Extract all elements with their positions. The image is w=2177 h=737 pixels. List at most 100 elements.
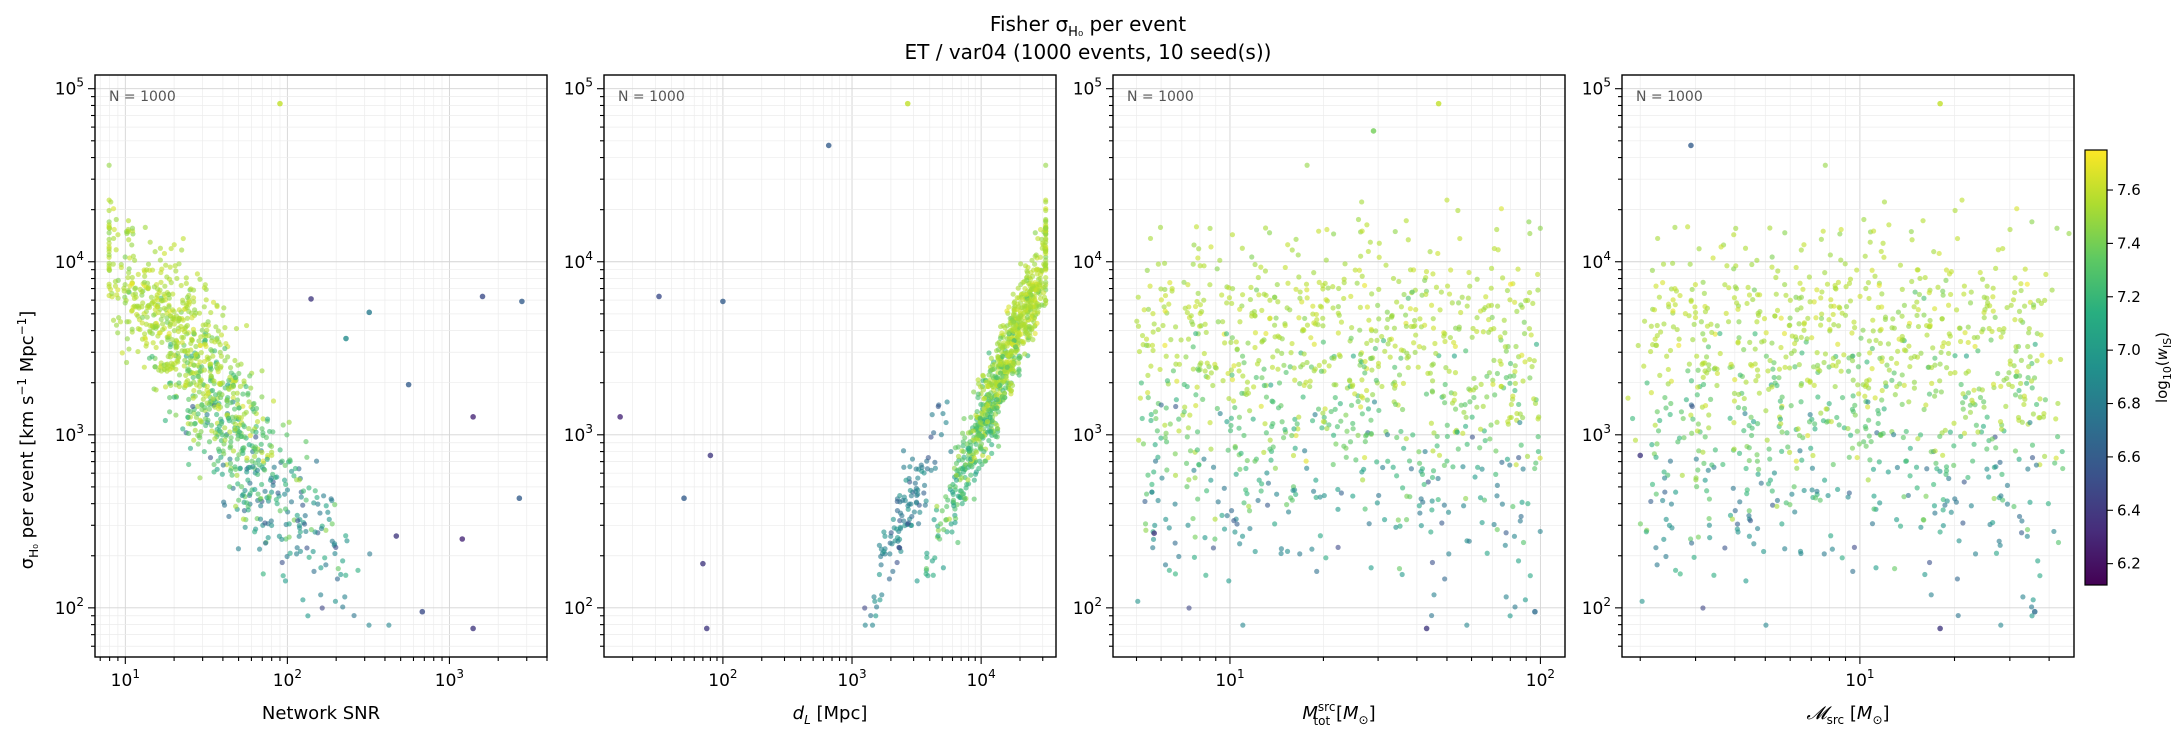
- data-point: [1688, 298, 1694, 305]
- data-point: [366, 622, 372, 628]
- data-point: [144, 314, 150, 320]
- data-point: [1493, 448, 1499, 454]
- data-point: [923, 566, 930, 572]
- data-point: [909, 513, 915, 520]
- data-point: [995, 443, 1002, 449]
- data-point: [953, 477, 960, 483]
- data-point: [1385, 316, 1391, 322]
- data-point: [1940, 292, 1946, 298]
- data-point: [260, 571, 266, 577]
- data-point: [340, 604, 346, 610]
- data-point: [1226, 578, 1232, 584]
- data-point: [1839, 555, 1845, 561]
- data-point: [1754, 452, 1760, 458]
- data-point: [959, 430, 966, 436]
- data-point: [1689, 286, 1695, 293]
- data-point: [1984, 446, 1990, 452]
- data-point: [1936, 250, 1942, 257]
- data-point: [1648, 323, 1654, 329]
- data-point: [1430, 448, 1436, 454]
- data-point: [1252, 330, 1259, 336]
- data-point: [1304, 359, 1310, 366]
- data-point: [999, 330, 1005, 336]
- data-point: [915, 475, 921, 481]
- data-point: [1392, 343, 1398, 349]
- data-point: [1320, 410, 1326, 416]
- data-point: [106, 224, 112, 230]
- x-tick-label: 103: [435, 667, 464, 691]
- data-point: [1960, 391, 1966, 397]
- data-point: [1007, 322, 1013, 328]
- data-point: [1845, 368, 1852, 374]
- data-point: [1400, 485, 1406, 491]
- data-point: [1208, 244, 1214, 250]
- data-point: [1931, 393, 1938, 399]
- colorbar-tick-label: 6.2: [2117, 555, 2141, 573]
- data-point: [1931, 481, 1937, 488]
- data-point: [1746, 457, 1752, 464]
- data-point: [1431, 430, 1437, 436]
- data-point: [1855, 382, 1861, 388]
- data-point: [2055, 434, 2061, 440]
- data-point: [245, 507, 251, 513]
- data-point: [1960, 400, 1966, 406]
- data-point: [1150, 311, 1156, 317]
- outlier-point: [1937, 100, 1943, 107]
- data-point: [1492, 392, 1498, 398]
- data-point: [1706, 362, 1712, 368]
- data-point: [1850, 568, 1856, 575]
- data-point: [1236, 361, 1242, 368]
- data-point: [995, 353, 1001, 360]
- data-point: [1184, 309, 1190, 316]
- data-point: [1655, 235, 1661, 242]
- data-point: [1296, 315, 1302, 321]
- data-point: [1369, 367, 1375, 373]
- data-point: [2013, 344, 2019, 350]
- data-point: [1979, 387, 1985, 393]
- data-point: [1248, 284, 1254, 290]
- data-point: [1933, 460, 1939, 466]
- data-point: [178, 282, 184, 289]
- data-point: [126, 319, 132, 325]
- data-point: [176, 380, 182, 386]
- data-point: [1335, 486, 1341, 493]
- data-point: [1363, 387, 1370, 394]
- data-point: [1267, 297, 1273, 303]
- outlier-point: [470, 625, 476, 632]
- data-point: [1259, 375, 1265, 381]
- data-point: [1446, 291, 1453, 297]
- data-point: [1791, 348, 1797, 354]
- data-point: [1746, 508, 1752, 514]
- data-point: [191, 299, 197, 305]
- data-point: [1454, 429, 1460, 435]
- x-axis-label: dL [Mpc]: [793, 703, 868, 727]
- data-point: [1772, 313, 1778, 319]
- data-point: [1512, 387, 1518, 394]
- data-point: [234, 390, 240, 396]
- data-point: [1741, 405, 1748, 412]
- data-point: [1820, 418, 1827, 424]
- data-point: [1779, 394, 1785, 400]
- data-point: [1937, 361, 1943, 367]
- data-point: [1736, 391, 1742, 398]
- data-point: [2025, 343, 2031, 350]
- data-point: [1245, 390, 1252, 396]
- data-point: [1016, 366, 1022, 372]
- data-point: [1494, 419, 1500, 425]
- data-point: [185, 407, 191, 414]
- data-point: [1229, 300, 1235, 307]
- data-point: [106, 230, 112, 236]
- data-point: [980, 387, 987, 393]
- data-point: [1696, 246, 1702, 252]
- data-point: [1259, 307, 1265, 313]
- data-point: [259, 449, 265, 455]
- data-point: [1917, 432, 1924, 438]
- data-point: [1806, 274, 1812, 280]
- data-point: [224, 397, 230, 403]
- data-point: [195, 441, 201, 447]
- data-point: [1176, 553, 1182, 560]
- data-point: [1894, 464, 1900, 471]
- data-point: [1999, 471, 2005, 477]
- data-point: [1320, 339, 1326, 345]
- data-point: [255, 457, 262, 463]
